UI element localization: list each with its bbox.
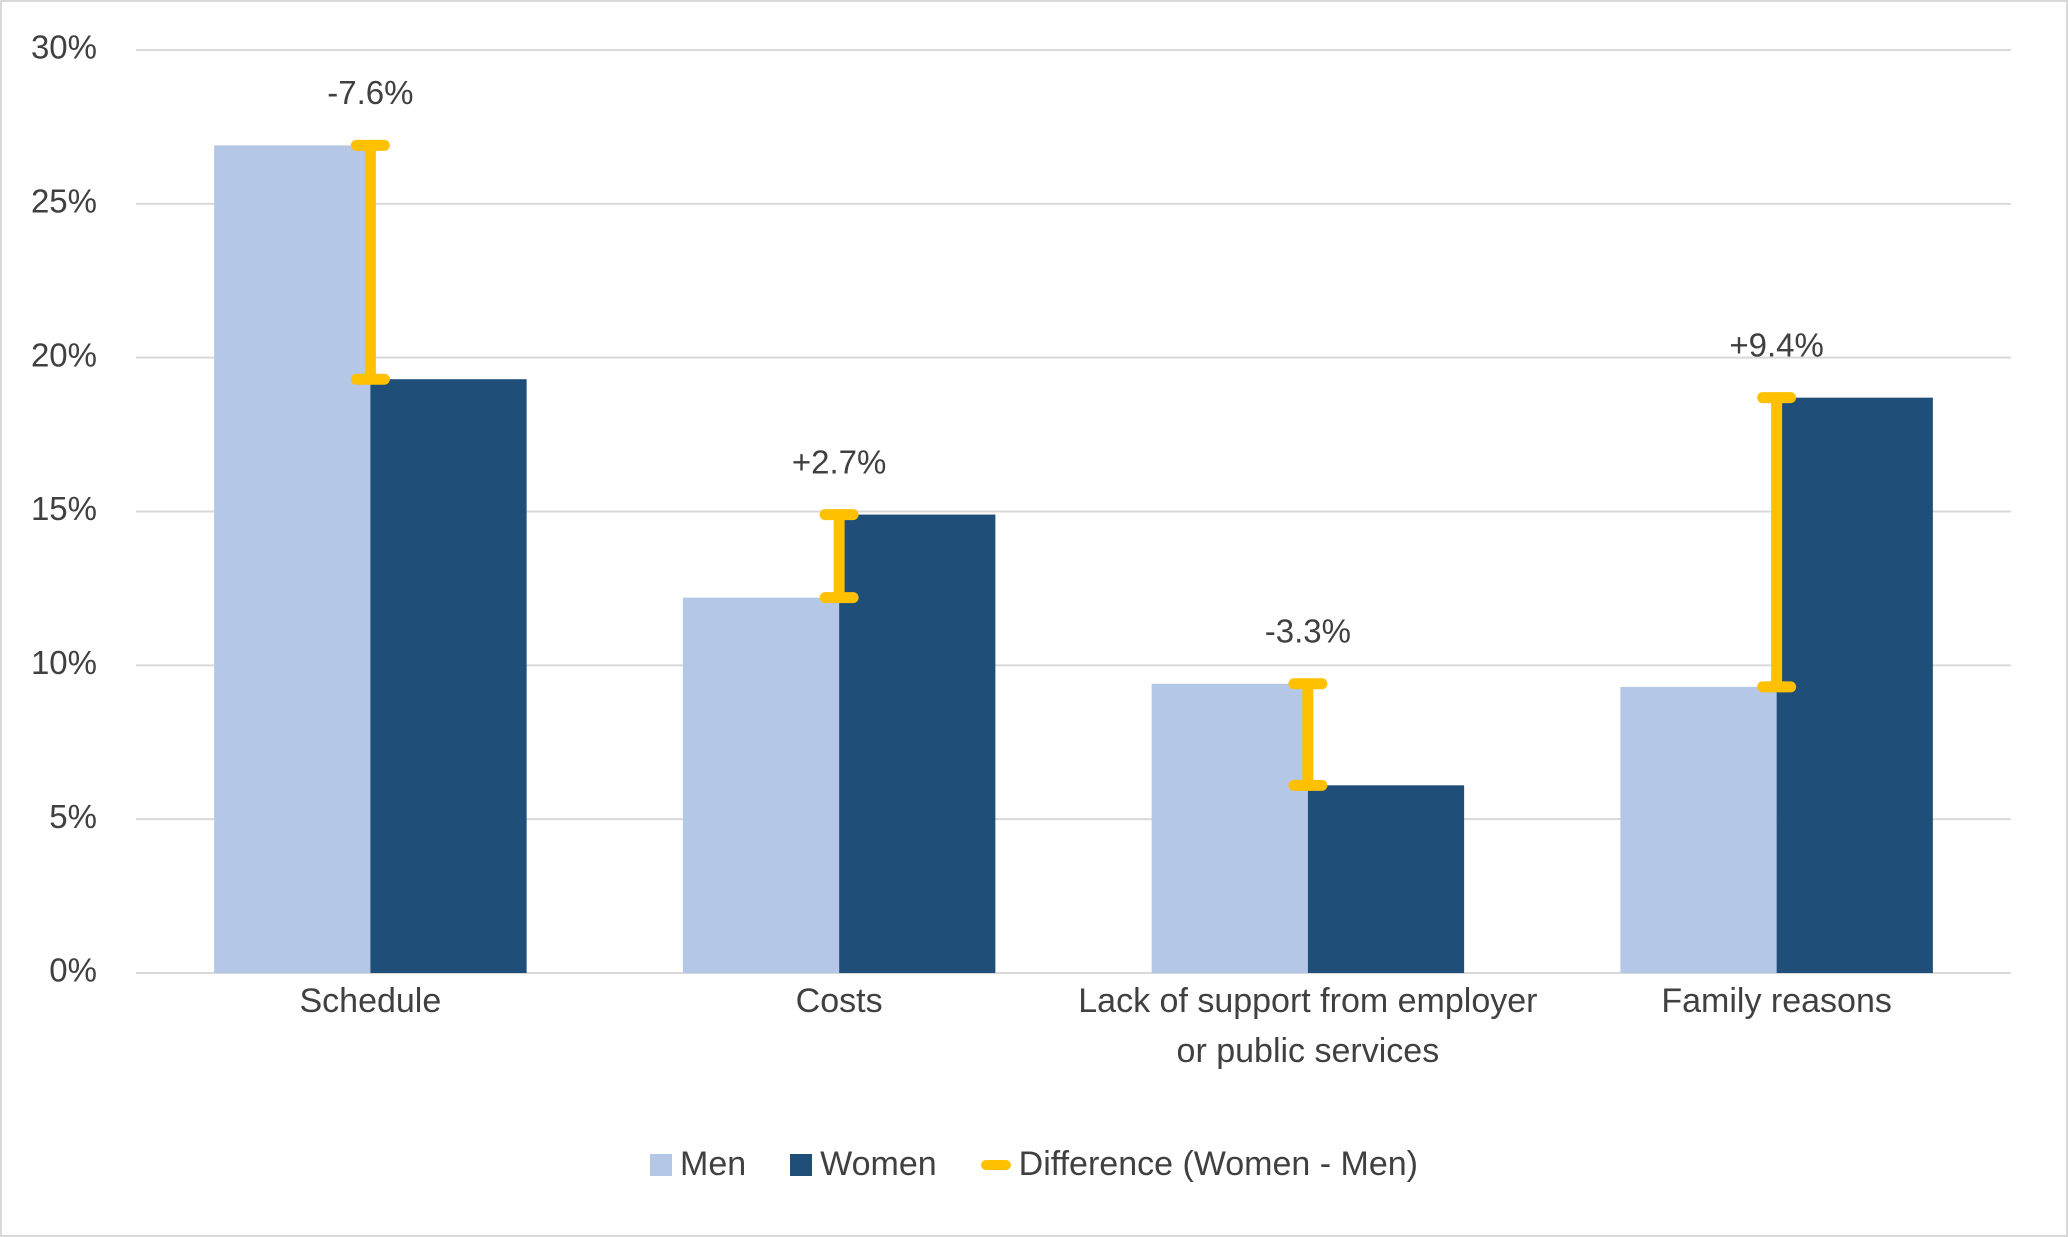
bar — [1776, 397, 1933, 973]
legend-item: Difference (Women - Men) — [980, 1145, 1418, 1184]
legend-item: Women — [790, 1145, 937, 1184]
x-tick-label: Costs — [795, 982, 883, 1020]
bar — [839, 514, 996, 973]
x-tick-label: Lack of support from employer or public … — [1078, 982, 1538, 1070]
difference-bar — [819, 509, 859, 604]
bar — [1307, 785, 1465, 973]
y-tick-label: 10% — [31, 644, 97, 681]
data-label: -7.6% — [327, 74, 413, 111]
data-label: +2.7% — [792, 443, 887, 480]
bar — [682, 597, 840, 973]
legend-item: Men — [650, 1145, 746, 1184]
y-tick-label: 25% — [31, 183, 97, 220]
difference-bar — [1757, 392, 1797, 693]
bar — [214, 145, 371, 974]
y-tick-label: 5% — [49, 798, 97, 835]
bar — [1620, 686, 1777, 973]
legend-label: Women — [820, 1145, 937, 1183]
legend-swatch — [650, 1153, 672, 1176]
y-tick-label: 15% — [31, 490, 97, 527]
legend: Men Women Difference (Women - Men) — [0, 1145, 2068, 1184]
legend-label: Men — [680, 1145, 747, 1183]
y-tick-label: 0% — [49, 952, 97, 989]
legend-swatch — [790, 1153, 813, 1176]
y-tick-label: 20% — [31, 336, 97, 373]
difference-bar — [350, 139, 390, 385]
difference-bar — [1288, 678, 1328, 791]
legend-label: Difference (Women - Men) — [1018, 1145, 1418, 1183]
bar — [1151, 683, 1308, 973]
y-tick-label: 30% — [31, 29, 97, 66]
legend-swatch — [980, 1159, 1011, 1170]
x-tick-label: Family reasons — [1661, 982, 1892, 1020]
x-tick-label: Schedule — [299, 982, 442, 1020]
data-label: +9.4% — [1729, 326, 1824, 363]
data-label: -3.3% — [1265, 613, 1351, 650]
bar — [370, 379, 527, 973]
